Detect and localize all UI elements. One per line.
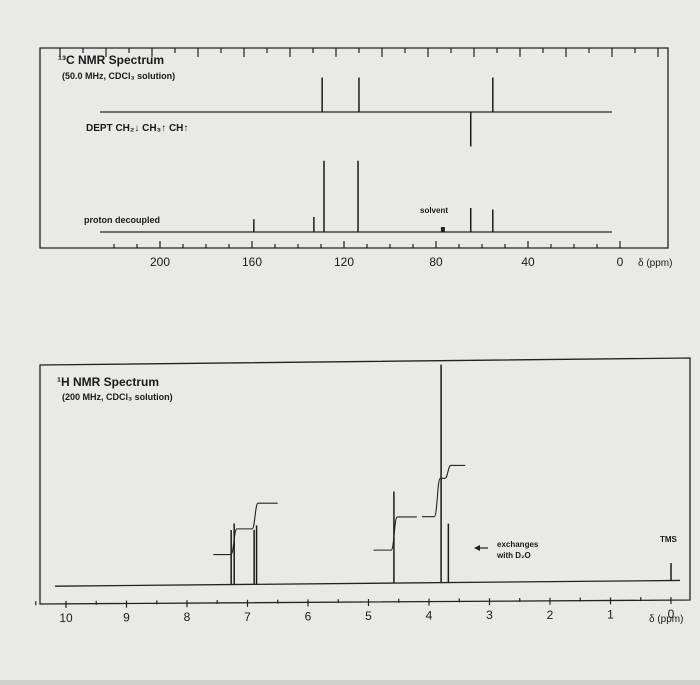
h1-tick-label: 8	[184, 610, 191, 624]
c13-tick-label: 160	[242, 255, 262, 269]
h1-tick-label: 3	[486, 608, 493, 622]
h1-tick-label: 1	[607, 607, 614, 621]
c13-panel: ¹³C NMR Spectrum (50.0 MHz, CDCl₃ soluti…	[39, 47, 672, 269]
h1-x-axis: 10 9 8 7 6 5 4 3 2 1 0	[35, 597, 675, 625]
c13-tick-label: 0	[617, 255, 624, 269]
h1-tick-label: 9	[123, 611, 130, 625]
h1-baseline	[54, 579, 681, 587]
h1-tick-label: 7	[244, 610, 251, 624]
h1-tick-label: 2	[547, 608, 554, 622]
h1-spectrum	[54, 364, 681, 587]
tms-label: TMS	[660, 535, 678, 544]
c13-tick-label: 200	[150, 255, 170, 269]
h1-integral-trace	[422, 464, 466, 518]
exchange-arrow-head	[474, 545, 480, 551]
h1-integrals	[213, 464, 466, 556]
exchange-label-line2: with D₂O	[496, 551, 531, 560]
exchange-label-line1: exchanges	[497, 540, 539, 549]
h1-axis-unit: δ (ppm)	[649, 614, 683, 625]
h1-tick-label: 4	[426, 609, 433, 623]
h1-frame	[39, 357, 691, 605]
h1-tick-label: 0	[668, 607, 675, 621]
h1-tick-label: 6	[305, 609, 312, 623]
h1-subtitle: (200 MHz, CDCl₃ solution)	[62, 392, 173, 402]
solvent-peak	[440, 227, 445, 232]
c13-x-axis: 200 160 120 80 40 0	[113, 241, 624, 269]
c13-axis-unit: δ (ppm)	[638, 258, 672, 269]
c13-tick-label: 120	[334, 255, 354, 269]
h1-title: ¹H NMR Spectrum	[57, 375, 159, 389]
h1-tick-label: 5	[365, 609, 372, 623]
dept-spectrum	[100, 77, 612, 147]
h1-integral-trace	[373, 516, 417, 551]
h1-integral-trace	[213, 502, 278, 556]
c13-frame	[39, 47, 669, 249]
h1-panel: ¹H NMR Spectrum (200 MHz, CDCl₃ solution…	[35, 357, 691, 625]
decoupled-label: proton decoupled	[84, 215, 160, 225]
c13-top-ticks	[59, 48, 659, 57]
c13-title: ¹³C NMR Spectrum	[58, 53, 164, 67]
solvent-label: solvent	[420, 206, 448, 215]
c13-tick-label: 80	[429, 255, 443, 269]
c13-tick-label: 40	[521, 255, 535, 269]
c13-subtitle: (50.0 MHz, CDCl₃ solution)	[62, 71, 175, 81]
dept-label: DEPT CH₂↓ CH₃↑ CH↑	[86, 123, 188, 134]
decoupled-spectrum	[100, 160, 612, 233]
h1-tick-label: 10	[59, 611, 73, 625]
